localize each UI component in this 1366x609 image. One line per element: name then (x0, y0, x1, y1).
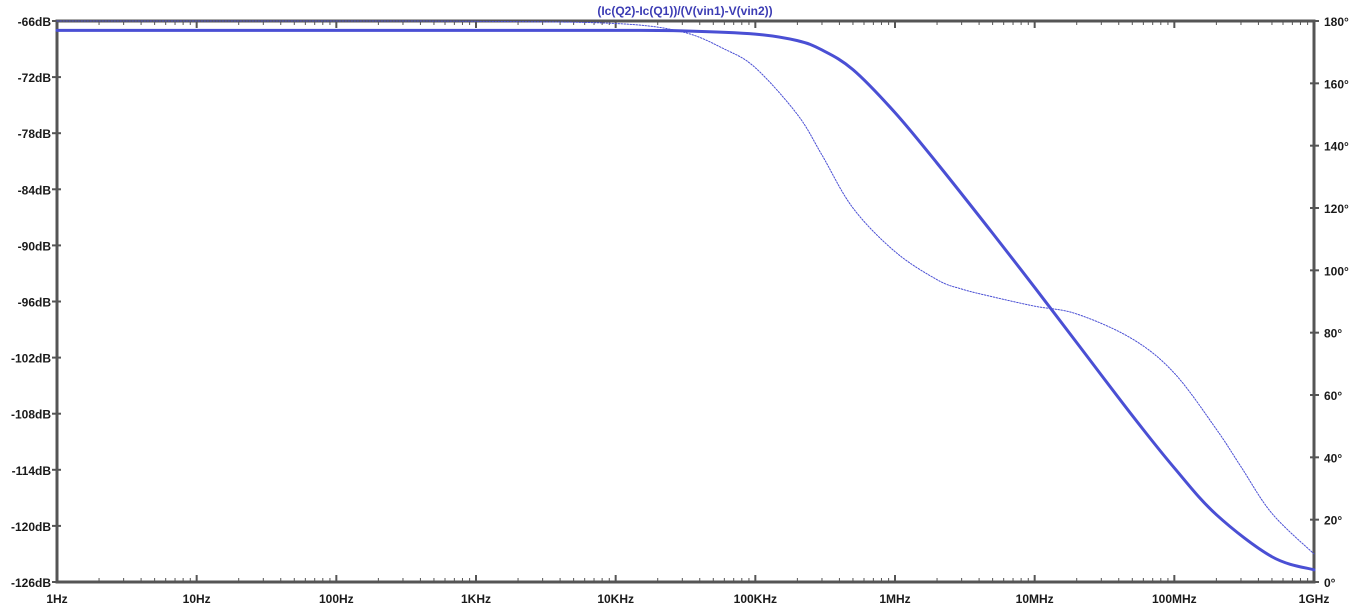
plot-frame (55, 19, 1316, 584)
x-tick-label: 10Hz (183, 592, 211, 606)
y-left-tick-label: -78dB (18, 127, 52, 141)
magnitude-trace (55, 28, 1316, 572)
y-left-tick-label: -108dB (11, 408, 51, 422)
phase-trace (56, 20, 1315, 555)
x-tick-label: 1MHz (879, 592, 910, 606)
y-right-tick-label: 140° (1324, 140, 1349, 154)
y-left-tick-label: -102dB (11, 352, 51, 366)
x-tick-label: 100KHz (734, 592, 777, 606)
y-right-tick-label: 120° (1324, 202, 1349, 216)
y-left-tick-label: -66dB (18, 15, 52, 29)
x-tick-label: 10KHz (597, 592, 634, 606)
y-left-tick-label: -114dB (12, 464, 52, 478)
y-right-tick-label: 60° (1324, 389, 1342, 403)
x-tick-label: 1KHz (461, 592, 491, 606)
y-right-tick-label: 20° (1324, 514, 1342, 528)
x-tick-label: 1Hz (46, 592, 67, 606)
y-right-tick-label: 180° (1324, 15, 1349, 29)
y-left-tick-label: -90dB (18, 239, 52, 253)
y-right-tick-label: 160° (1324, 77, 1349, 91)
y-left-tick-label: -126dB (11, 576, 51, 590)
x-tick-label: 1GHz (1299, 592, 1330, 606)
y-right-tick-label: 100° (1324, 264, 1349, 278)
y-right-tick-label: 40° (1324, 451, 1342, 465)
y-left-tick-label: -84dB (18, 183, 52, 197)
x-tick-label: 100MHz (1152, 592, 1197, 606)
y-right-tick-label: 0° (1324, 576, 1336, 590)
x-tick-label: 10MHz (1016, 592, 1054, 606)
x-tick-label: 100Hz (319, 592, 354, 606)
y-right-tick-label: 80° (1324, 327, 1342, 341)
chart-title: (Ic(Q2)-Ic(Q1))/(V(vin1)-V(vin2)) (597, 4, 772, 18)
y-left-tick-label: -96dB (18, 296, 52, 310)
y-left-tick-label: -72dB (18, 71, 52, 85)
y-left-tick-label: -120dB (11, 520, 51, 534)
